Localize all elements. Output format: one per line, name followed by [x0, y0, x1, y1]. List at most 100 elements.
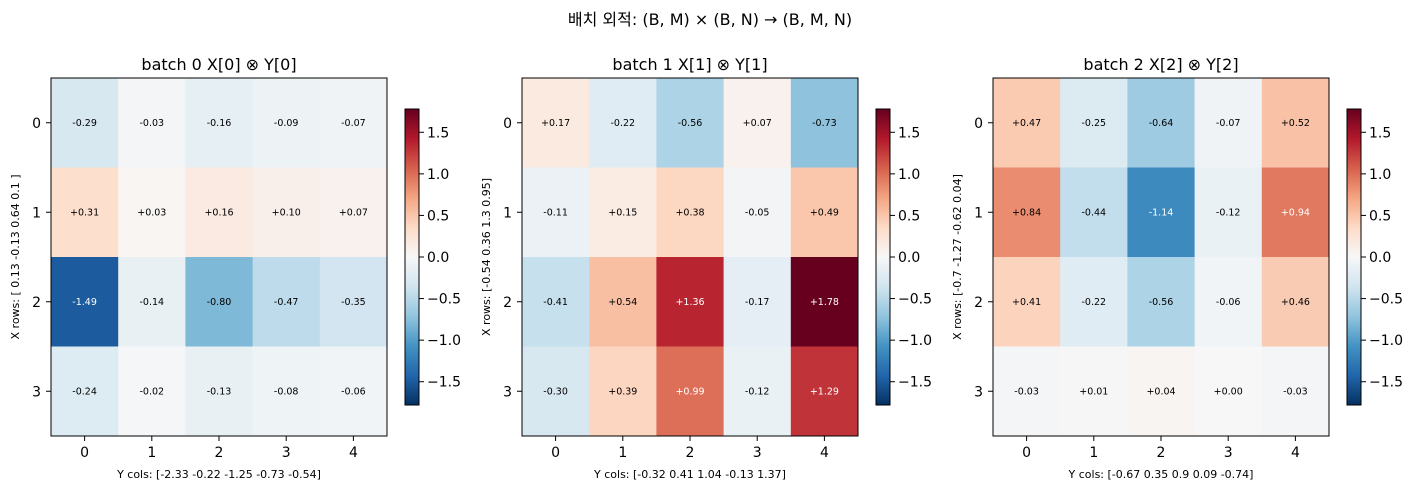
cell-value-label: +0.15	[608, 207, 637, 218]
cell-value-label: -0.08	[274, 386, 299, 397]
cell-value-label: +0.94	[1281, 207, 1310, 218]
heatmap-cell	[252, 78, 321, 168]
cell-value-label: -1.14	[1149, 207, 1174, 218]
cell-value-label: -0.73	[812, 118, 837, 129]
panel-title: batch 2 X[2] ⊗ Y[2]	[1083, 55, 1238, 74]
cell-value-label: +0.54	[608, 297, 637, 308]
heatmap-cell	[185, 78, 254, 168]
cell-value-label: -0.09	[274, 118, 299, 129]
cell-value-label: -0.47	[274, 297, 299, 308]
cell-value-label: +0.84	[1012, 207, 1041, 218]
cell-value-label: +0.04	[1146, 386, 1175, 397]
y-tick-label: 2	[974, 295, 983, 311]
colorbar-tick-label: −0.5	[1369, 292, 1403, 308]
cell-value-label: +0.39	[608, 386, 637, 397]
x-tick-label: 0	[80, 445, 89, 461]
heatmap-cell	[1194, 78, 1263, 168]
colorbar-tick-label: −0.5	[898, 292, 932, 308]
cell-value-label: +0.01	[1079, 386, 1108, 397]
heatmap-cell	[790, 167, 859, 258]
heatmap-cell	[118, 78, 186, 168]
heatmap-cell	[51, 257, 119, 347]
x-tick-label: 0	[1022, 445, 1031, 461]
colorbar-tick-label: 1.5	[898, 125, 920, 141]
heatmap-cell	[319, 167, 388, 258]
x-axis-label: Y cols: [-2.33 -0.22 -1.25 -0.73 -0.54]	[116, 468, 321, 481]
cell-value-label: -0.24	[72, 386, 97, 397]
cell-value-label: -0.80	[207, 297, 232, 308]
heatmap-cell	[522, 346, 590, 437]
cell-value-label: +0.03	[137, 207, 166, 218]
cell-value-label: -0.07	[341, 118, 366, 129]
colorbar-tick-label: 1.5	[427, 125, 449, 141]
x-tick-label: 1	[147, 445, 156, 461]
cell-value-label: +1.29	[810, 386, 839, 397]
heatmap-cell	[1261, 346, 1330, 437]
y-tick-label: 0	[974, 116, 983, 132]
x-tick-label: 1	[1089, 445, 1098, 461]
colorbar-tick-label: 0.5	[898, 208, 920, 224]
cell-value-label: +0.49	[810, 207, 839, 218]
cell-value-label: +0.17	[541, 118, 570, 129]
colorbar-tick-label: 0.5	[427, 208, 449, 224]
cell-value-label: -0.12	[745, 386, 770, 397]
y-axis-label: X rows: [-0.7 -1.27 -0.62 0.04]	[951, 174, 964, 340]
heatmap-cell	[656, 167, 725, 258]
x-tick-label: 4	[349, 445, 358, 461]
heatmap-cell	[1194, 257, 1263, 347]
cell-value-label: -0.06	[341, 386, 366, 397]
cell-value-label: -0.03	[1283, 386, 1308, 397]
y-tick-label: 1	[503, 205, 512, 221]
heatmap-cell	[1060, 167, 1128, 258]
cell-value-label: +0.46	[1281, 297, 1310, 308]
heatmap-panel-2: batch 2 X[2] ⊗ Y[2] +0.47 -0.25 -0.64 -0.07 +…	[951, 55, 1403, 481]
x-axis-label: Y cols: [-0.67 0.35 0.9 0.09 -0.74]	[1068, 468, 1254, 481]
x-tick-label: 3	[1224, 445, 1233, 461]
heatmap-cell	[319, 257, 388, 347]
colorbar-tick-label: −1.5	[1369, 375, 1403, 391]
heatmap-cell	[656, 346, 725, 437]
cell-value-label: -1.49	[72, 297, 97, 308]
heatmap-cell	[252, 257, 321, 347]
cell-value-label: +0.52	[1281, 118, 1310, 129]
x-tick-label: 1	[618, 445, 627, 461]
heatmap-cell	[993, 167, 1061, 258]
colorbar	[404, 108, 420, 406]
heatmap-cell	[1194, 167, 1263, 258]
colorbar-tick-label: −0.5	[427, 292, 461, 308]
heatmap-cell	[118, 257, 186, 347]
heatmap-cell	[993, 78, 1061, 168]
cell-value-label: -0.13	[207, 386, 232, 397]
heatmap-cell	[1060, 346, 1128, 437]
colorbar-tick-label: 0.0	[898, 250, 920, 266]
cell-value-label: -0.44	[1082, 207, 1107, 218]
heatmap-cell	[1127, 78, 1196, 168]
y-tick-label: 3	[974, 384, 983, 400]
heatmap-cell	[185, 346, 254, 437]
x-tick-label: 3	[282, 445, 291, 461]
cell-value-label: -0.25	[1082, 118, 1107, 129]
cell-value-label: +0.07	[339, 207, 368, 218]
x-tick-label: 2	[686, 445, 695, 461]
x-tick-label: 2	[1157, 445, 1166, 461]
heatmap-cell	[1060, 78, 1128, 168]
heatmap-cell	[1261, 257, 1330, 347]
heatmap-cell	[1261, 167, 1330, 258]
heatmap-cell	[522, 257, 590, 347]
colorbar-tick-label: −1.0	[1369, 333, 1403, 349]
cell-value-label: -0.29	[72, 118, 97, 129]
x-tick-label: 4	[1291, 445, 1300, 461]
heatmap-cell	[522, 167, 590, 258]
heatmap-cell	[656, 257, 725, 347]
cell-value-label: -0.22	[611, 118, 636, 129]
heatmap-cell	[1060, 257, 1128, 347]
x-tick-label: 0	[551, 445, 560, 461]
heatmap-cell	[589, 167, 657, 258]
cell-value-label: +1.78	[810, 297, 839, 308]
cell-value-label: +0.31	[70, 207, 99, 218]
panel-title: batch 0 X[0] ⊗ Y[0]	[141, 55, 296, 74]
heatmap-cell	[118, 167, 186, 258]
heatmap-cell	[589, 346, 657, 437]
colorbar-tick-label: −1.5	[898, 375, 932, 391]
cell-value-label: -0.30	[543, 386, 568, 397]
